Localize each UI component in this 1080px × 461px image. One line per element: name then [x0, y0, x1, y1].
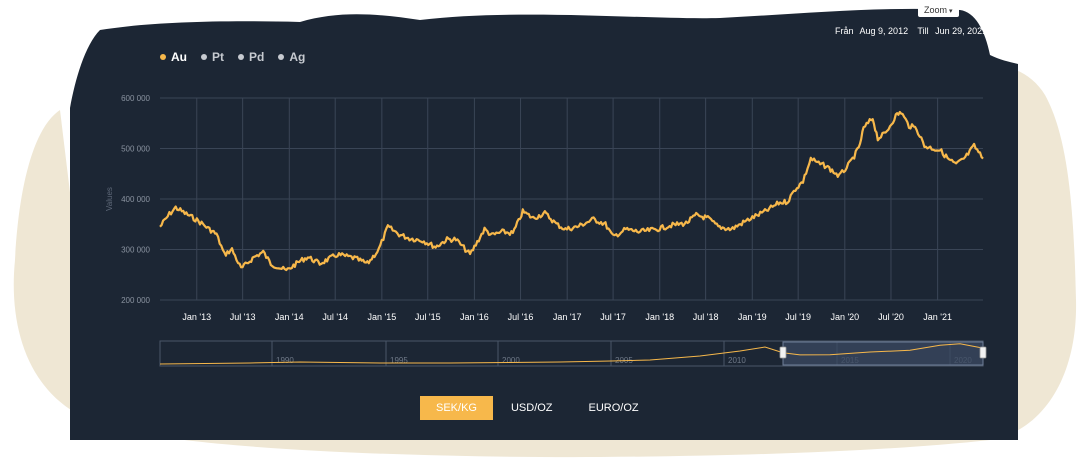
navigator-right-handle[interactable]	[979, 346, 987, 359]
y-tick-label: 500 000	[121, 145, 150, 154]
legend-item-au[interactable]: Au	[160, 50, 187, 64]
navigator-selection	[782, 341, 984, 366]
navigator-year-label: 1995	[390, 356, 408, 365]
navigator-series-line	[159, 343, 984, 365]
series-line-au	[159, 110, 984, 272]
range-to-input[interactable]: Jun 29, 2021	[935, 26, 988, 36]
legend-item-pt[interactable]: Pt	[201, 50, 224, 64]
legend-label: Ag	[289, 50, 306, 64]
x-tick-label: Jan '13	[182, 312, 211, 322]
legend-dot-icon	[278, 54, 285, 60]
x-tick-label: Jul '13	[230, 312, 256, 322]
unit-button-euro-oz[interactable]: EURO/OZ	[588, 402, 639, 414]
legend: Au Pt Pd Ag	[160, 50, 305, 64]
zoom-label: Zoom	[924, 5, 948, 15]
legend-label: Pd	[249, 50, 265, 64]
legend-dot-icon	[160, 54, 166, 60]
range-from-input[interactable]: Aug 9, 2012	[859, 26, 909, 36]
x-tick-label: Jan '16	[460, 312, 489, 322]
navigator-left-handle[interactable]	[779, 346, 787, 359]
y-tick-label: 600 000	[121, 94, 150, 103]
x-tick-label: Jul '17	[600, 312, 626, 322]
date-range: Från Aug 9, 2012 Till Jun 29, 2021	[835, 26, 991, 36]
caret-down-icon: ▾	[949, 8, 953, 15]
x-tick-label: Jul '15	[415, 312, 441, 322]
x-tick-label: Jul '16	[508, 312, 534, 322]
unit-button-usd-oz[interactable]: USD/OZ	[510, 402, 553, 414]
legend-item-pd[interactable]: Pd	[238, 50, 264, 64]
x-tick-label: Jan '18	[645, 312, 674, 322]
x-tick-label: Jan '21	[923, 312, 952, 322]
x-tick-label: Jul '14	[322, 312, 348, 322]
x-tick-label: Jul '19	[785, 312, 811, 322]
x-tick-label: Jul '18	[693, 312, 719, 322]
x-tick-label: Jul '20	[878, 312, 904, 322]
legend-label: Pt	[212, 50, 224, 64]
y-tick-label: 300 000	[121, 246, 150, 255]
legend-item-ag[interactable]: Ag	[278, 50, 305, 64]
navigator-year-label: 1990	[276, 356, 294, 365]
legend-dot-icon	[238, 54, 244, 60]
navigator-year-label: 2010	[728, 356, 746, 365]
x-tick-label: Jan '15	[367, 312, 396, 322]
x-tick-label: Jan '17	[553, 312, 582, 322]
range-from-label: Från	[835, 26, 854, 36]
x-tick-label: Jan '14	[275, 312, 304, 322]
x-tick-label: Jan '19	[738, 312, 767, 322]
legend-label: Au	[171, 50, 187, 64]
unit-selector: SEK/KG USD/OZ EURO/OZ	[420, 396, 657, 420]
navigator-year-label: 2000	[502, 356, 520, 365]
y-tick-label: 400 000	[121, 195, 150, 204]
unit-button-sek-kg[interactable]: SEK/KG	[420, 396, 493, 420]
y-tick-label: 200 000	[121, 296, 150, 305]
legend-dot-icon	[201, 54, 207, 60]
y-axis-title: Values	[105, 187, 114, 211]
range-to-label: Till	[917, 26, 929, 36]
x-tick-label: Jan '20	[830, 312, 859, 322]
zoom-button[interactable]: Zoom ▾	[918, 4, 959, 17]
